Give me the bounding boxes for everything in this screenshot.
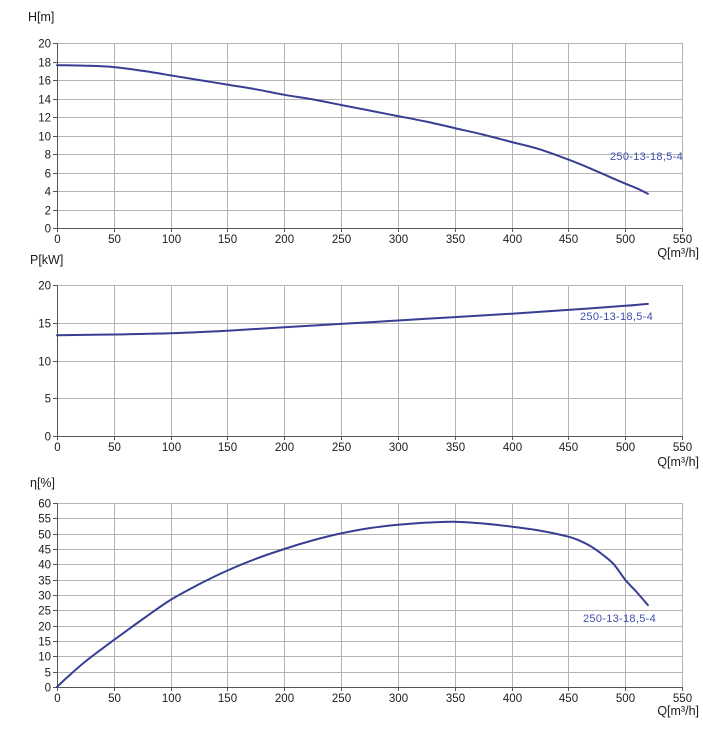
efficiency-x-tick-label: 100 — [162, 693, 181, 705]
efficiency-x-tick-label: 550 — [673, 693, 692, 705]
efficiency-x-tick-label: 300 — [389, 693, 408, 705]
power-x-tick-label: 100 — [162, 442, 181, 454]
head-y-tick-label: 12 — [38, 113, 51, 125]
head-y-tick-label: 10 — [38, 132, 51, 144]
efficiency-y-tick-label: 20 — [38, 622, 51, 634]
power-y-tick-label: 10 — [38, 357, 51, 369]
head-x-tick-label: 300 — [389, 234, 408, 246]
power-series-label: 250-13-18,5-4 — [579, 311, 653, 323]
efficiency-y-tick-label: 10 — [38, 652, 51, 664]
efficiency-x-tick-label: 150 — [218, 693, 237, 705]
head-y-tick-label: 20 — [38, 39, 51, 51]
efficiency-y-tick-label: 40 — [38, 560, 51, 572]
power-x-tick-label: 500 — [616, 442, 635, 454]
head-curve — [56, 64, 649, 195]
head-y-tick-label: 14 — [38, 95, 51, 107]
efficiency-y-tick-label: 15 — [38, 637, 51, 649]
power-y-tick-label: 5 — [45, 394, 51, 406]
head-x-tick-label: 450 — [559, 234, 578, 246]
power-x-tick-label: 50 — [108, 442, 121, 454]
head-x-tick-label: 400 — [503, 234, 522, 246]
head-y-axis-unit-label: H[m] — [28, 10, 55, 24]
head-x-tick-label: 150 — [218, 234, 237, 246]
efficiency-y-tick-label: 45 — [38, 545, 51, 557]
power-y-tick-label: 0 — [45, 432, 51, 444]
head-y-tick-label: 8 — [45, 150, 51, 162]
head-x-tick-label: 250 — [332, 234, 351, 246]
head-x-tick-label: 350 — [446, 234, 465, 246]
efficiency-x-axis-unit-label: Q[m³/h] — [657, 704, 699, 718]
power-x-tick-label: 400 — [503, 442, 522, 454]
efficiency-x-tick-label: 500 — [616, 693, 635, 705]
head-y-tick-label: 6 — [45, 169, 51, 181]
head-x-tick-label: 50 — [108, 234, 121, 246]
head-x-tick-label: 0 — [54, 234, 60, 246]
efficiency-x-tick-label: 400 — [503, 693, 522, 705]
efficiency-series-label: 250-13-18,5-4 — [582, 613, 656, 625]
head-x-axis-unit-label: Q[m³/h] — [657, 246, 699, 260]
efficiency-y-tick-label: 50 — [38, 530, 51, 542]
head-series-label: 250-13-18,5-4 — [609, 151, 683, 163]
power-x-tick-label: 0 — [54, 442, 60, 454]
head-y-tick-label: 16 — [38, 76, 51, 88]
power-y-tick-label: 15 — [38, 319, 51, 331]
efficiency-curve — [56, 520, 649, 688]
efficiency-y-axis-unit-label: η[%] — [30, 476, 56, 490]
power-x-tick-label: 200 — [275, 442, 294, 454]
efficiency-x-tick-label: 200 — [275, 693, 294, 705]
efficiency-y-tick-label: 5 — [45, 668, 51, 680]
efficiency-y-tick-label: 55 — [38, 514, 51, 526]
efficiency-x-tick-label: 450 — [559, 693, 578, 705]
head-y-tick-label: 18 — [38, 58, 51, 70]
efficiency-y-tick-label: 35 — [38, 576, 51, 588]
efficiency-x-tick-label: 0 — [54, 693, 60, 705]
head-x-tick-label: 550 — [673, 234, 692, 246]
efficiency-x-tick-label: 250 — [332, 693, 351, 705]
head-y-tick-label: 2 — [45, 206, 51, 218]
head-x-tick-label: 100 — [162, 234, 181, 246]
power-y-tick-label: 20 — [38, 281, 51, 293]
power-x-tick-label: 350 — [446, 442, 465, 454]
efficiency-y-tick-label: 60 — [38, 499, 51, 511]
power-x-tick-label: 450 — [559, 442, 578, 454]
head-y-tick-label: 4 — [45, 187, 52, 199]
power-x-axis-unit-label: Q[m³/h] — [657, 455, 699, 469]
power-curve — [56, 302, 649, 337]
power-x-tick-label: 300 — [389, 442, 408, 454]
power-x-tick-label: 550 — [673, 442, 692, 454]
efficiency-y-tick-label: 30 — [38, 591, 51, 603]
head-x-tick-label: 200 — [275, 234, 294, 246]
power-y-axis-unit-label: P[kW] — [30, 253, 64, 267]
efficiency-y-tick-label: 0 — [45, 683, 51, 695]
efficiency-x-tick-label: 350 — [446, 693, 465, 705]
efficiency-x-tick-label: 50 — [108, 693, 121, 705]
head-y-tick-label: 0 — [45, 224, 51, 236]
efficiency-y-tick-label: 25 — [38, 606, 51, 618]
power-x-tick-label: 250 — [332, 442, 351, 454]
power-x-tick-label: 150 — [218, 442, 237, 454]
head-x-tick-label: 500 — [616, 234, 635, 246]
